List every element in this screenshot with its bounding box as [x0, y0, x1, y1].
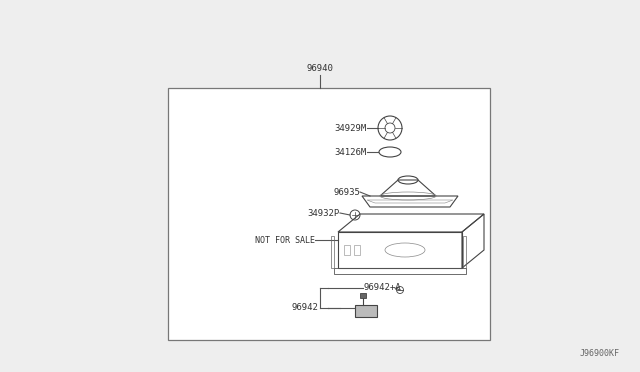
Text: 96942: 96942 [291, 304, 318, 312]
Text: 34929M: 34929M [335, 124, 367, 132]
Bar [344, 245, 350, 255]
Text: NOT FOR SALE: NOT FOR SALE [255, 235, 315, 244]
Text: 34932P: 34932P [308, 208, 340, 218]
Bar [168, 88, 490, 340]
Text: 34126M: 34126M [335, 148, 367, 157]
Text: 96942+A: 96942+A [363, 283, 401, 292]
Text: 96940: 96940 [307, 64, 333, 73]
Text: J96900KF: J96900KF [580, 349, 620, 358]
Bar [354, 245, 360, 255]
Bar [463, 236, 466, 268]
Bar [331, 236, 334, 268]
Bar [360, 293, 366, 298]
Bar [355, 305, 377, 317]
Text: 96935: 96935 [333, 187, 360, 196]
